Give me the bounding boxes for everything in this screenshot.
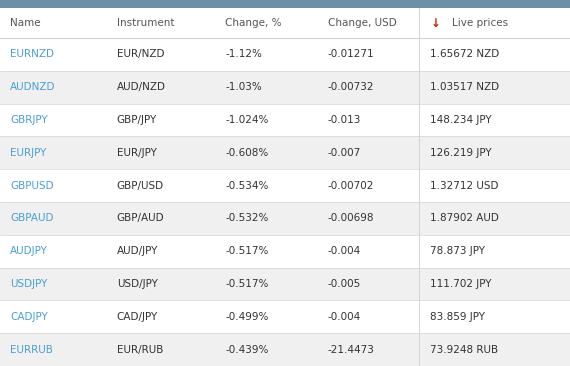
Text: -0.004: -0.004 (328, 246, 361, 256)
FancyBboxPatch shape (0, 300, 570, 333)
Text: GBP/JPY: GBP/JPY (117, 115, 157, 125)
Text: Live prices: Live prices (452, 18, 508, 28)
Text: -0.532%: -0.532% (225, 213, 268, 223)
Text: -0.004: -0.004 (328, 312, 361, 322)
Text: GBPUSD: GBPUSD (10, 181, 54, 191)
Text: Name: Name (10, 18, 41, 28)
Text: EUR/RUB: EUR/RUB (117, 345, 163, 355)
Text: AUD/NZD: AUD/NZD (117, 82, 166, 92)
Text: 73.9248 RUB: 73.9248 RUB (430, 345, 499, 355)
Text: -0.007: -0.007 (328, 148, 361, 158)
Text: -0.517%: -0.517% (225, 279, 268, 289)
Text: -0.439%: -0.439% (225, 345, 268, 355)
FancyBboxPatch shape (0, 235, 570, 268)
FancyBboxPatch shape (0, 38, 570, 71)
Text: -0.005: -0.005 (328, 279, 361, 289)
Text: -0.00698: -0.00698 (328, 213, 374, 223)
FancyBboxPatch shape (0, 268, 570, 300)
Text: 83.859 JPY: 83.859 JPY (430, 312, 485, 322)
FancyBboxPatch shape (0, 333, 570, 366)
Text: -0.499%: -0.499% (225, 312, 268, 322)
Text: -0.01271: -0.01271 (328, 49, 374, 59)
Text: USD/JPY: USD/JPY (117, 279, 158, 289)
Text: Instrument: Instrument (117, 18, 174, 28)
FancyBboxPatch shape (0, 71, 570, 104)
Text: -21.4473: -21.4473 (328, 345, 374, 355)
Text: -1.12%: -1.12% (225, 49, 262, 59)
FancyBboxPatch shape (0, 202, 570, 235)
Text: EUR/JPY: EUR/JPY (117, 148, 157, 158)
Text: EURNZD: EURNZD (10, 49, 54, 59)
Text: GBPAUD: GBPAUD (10, 213, 54, 223)
Text: -1.03%: -1.03% (225, 82, 262, 92)
Text: -0.013: -0.013 (328, 115, 361, 125)
Text: EURRUB: EURRUB (10, 345, 53, 355)
Text: AUDNZD: AUDNZD (10, 82, 56, 92)
Text: -0.00702: -0.00702 (328, 181, 374, 191)
Text: Change, %: Change, % (225, 18, 282, 28)
Text: ↓: ↓ (430, 16, 440, 30)
Text: CADJPY: CADJPY (10, 312, 48, 322)
Text: -0.00732: -0.00732 (328, 82, 374, 92)
Text: GBP/USD: GBP/USD (117, 181, 164, 191)
Text: 1.32712 USD: 1.32712 USD (430, 181, 499, 191)
FancyBboxPatch shape (0, 169, 570, 202)
Text: 1.87902 AUD: 1.87902 AUD (430, 213, 499, 223)
Text: -0.608%: -0.608% (225, 148, 268, 158)
Text: -0.517%: -0.517% (225, 246, 268, 256)
Text: EUR/NZD: EUR/NZD (117, 49, 164, 59)
Text: 148.234 JPY: 148.234 JPY (430, 115, 492, 125)
FancyBboxPatch shape (0, 8, 570, 38)
FancyBboxPatch shape (0, 104, 570, 137)
Text: 111.702 JPY: 111.702 JPY (430, 279, 492, 289)
Text: USDJPY: USDJPY (10, 279, 48, 289)
Text: GBP/AUD: GBP/AUD (117, 213, 165, 223)
Text: AUD/JPY: AUD/JPY (117, 246, 158, 256)
Text: EURJPY: EURJPY (10, 148, 47, 158)
Text: GBRJPY: GBRJPY (10, 115, 48, 125)
FancyBboxPatch shape (0, 0, 570, 8)
Text: Change, USD: Change, USD (328, 18, 397, 28)
Text: AUDJPY: AUDJPY (10, 246, 48, 256)
Text: 1.03517 NZD: 1.03517 NZD (430, 82, 499, 92)
FancyBboxPatch shape (0, 137, 570, 169)
Text: -0.534%: -0.534% (225, 181, 268, 191)
Text: 1.65672 NZD: 1.65672 NZD (430, 49, 499, 59)
Text: 78.873 JPY: 78.873 JPY (430, 246, 485, 256)
Text: CAD/JPY: CAD/JPY (117, 312, 158, 322)
Text: 126.219 JPY: 126.219 JPY (430, 148, 492, 158)
Text: -1.024%: -1.024% (225, 115, 268, 125)
